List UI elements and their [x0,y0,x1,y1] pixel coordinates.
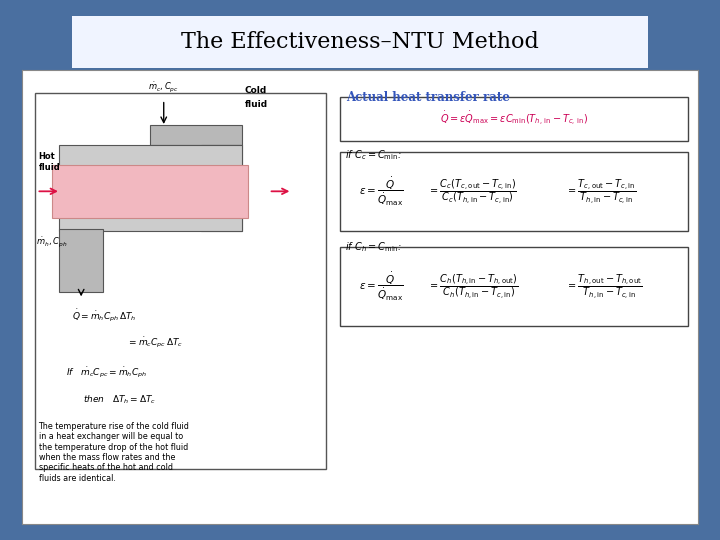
FancyBboxPatch shape [35,93,326,469]
Text: if $C_h = C_{\mathrm{min}}$:: if $C_h = C_{\mathrm{min}}$: [345,240,402,254]
FancyBboxPatch shape [340,97,688,140]
Text: $\dot{m}_h, C_{ph}$: $\dot{m}_h, C_{ph}$ [37,236,68,250]
Text: fluid: fluid [39,163,60,172]
Text: $= \dfrac{C_c(T_{c,\mathrm{out}} - T_{c,\mathrm{in}})}{C_c(T_{h,\mathrm{in}} - T: $= \dfrac{C_c(T_{c,\mathrm{out}} - T_{c,… [428,177,516,206]
Text: $= \dfrac{T_{c,\mathrm{out}} - T_{c,\mathrm{in}}}{T_{h,\mathrm{in}} - T_{c,\math: $= \dfrac{T_{c,\mathrm{out}} - T_{c,\mat… [567,177,636,206]
Text: $\varepsilon = \dfrac{\dot{Q}}{\dot{Q}_{\mathrm{max}}}$: $\varepsilon = \dfrac{\dot{Q}}{\dot{Q}_{… [359,175,403,207]
Bar [201,145,242,231]
Text: then   $\Delta T_h = \Delta T_c$: then $\Delta T_h = \Delta T_c$ [83,394,156,406]
Text: $= \dfrac{T_{h,\mathrm{out}} - T_{h,\mathrm{out}}}{T_{h,\mathrm{in}} - T_{c,\mat: $= \dfrac{T_{h,\mathrm{out}} - T_{h,\mat… [567,272,643,301]
Text: The Effectiveness–NTU Method: The Effectiveness–NTU Method [181,31,539,53]
Text: $\dot{m}_c, C_{pc}$: $\dot{m}_c, C_{pc}$ [148,81,179,95]
Text: $\varepsilon = \dfrac{\dot{Q}}{\dot{Q}_{\mathrm{max}}}$: $\varepsilon = \dfrac{\dot{Q}}{\dot{Q}_{… [359,271,403,303]
Bar [150,125,241,145]
Text: If   $\dot{m}_c C_{pc} = \dot{m}_h C_{ph}$: If $\dot{m}_c C_{pc} = \dot{m}_h C_{ph}$ [66,366,147,380]
Text: Actual heat transfer rate: Actual heat transfer rate [346,91,510,104]
Text: Hot: Hot [39,152,55,161]
FancyBboxPatch shape [340,247,688,327]
Text: $= \dot{m}_c C_{pc} \,\Delta T_c$: $= \dot{m}_c C_{pc} \,\Delta T_c$ [127,335,183,350]
Bar [59,145,242,231]
Text: $\dot{Q} = \dot{m}_h C_{ph} \,\Delta T_h$: $\dot{Q} = \dot{m}_h C_{ph} \,\Delta T_h… [72,308,137,325]
FancyBboxPatch shape [340,152,688,231]
Text: The temperature rise of the cold fluid
in a heat exchanger will be equal to
the : The temperature rise of the cold fluid i… [39,422,189,483]
Text: $\dot{Q} = \varepsilon\dot{Q}_{\mathrm{max}} = \varepsilon C_{\mathrm{min}}(T_{h: $\dot{Q} = \varepsilon\dot{Q}_{\mathrm{m… [440,110,588,129]
Bar [52,165,248,218]
Text: if $C_c = C_{\mathrm{min}}$:: if $C_c = C_{\mathrm{min}}$: [345,148,402,162]
Text: Cold: Cold [245,86,267,95]
Text: fluid: fluid [245,100,268,109]
Bar [59,229,103,293]
Text: $= \dfrac{C_h(T_{h,\mathrm{in}} - T_{h,\mathrm{out}})}{C_h(T_{h,\mathrm{in}} - T: $= \dfrac{C_h(T_{h,\mathrm{in}} - T_{h,\… [428,272,518,301]
